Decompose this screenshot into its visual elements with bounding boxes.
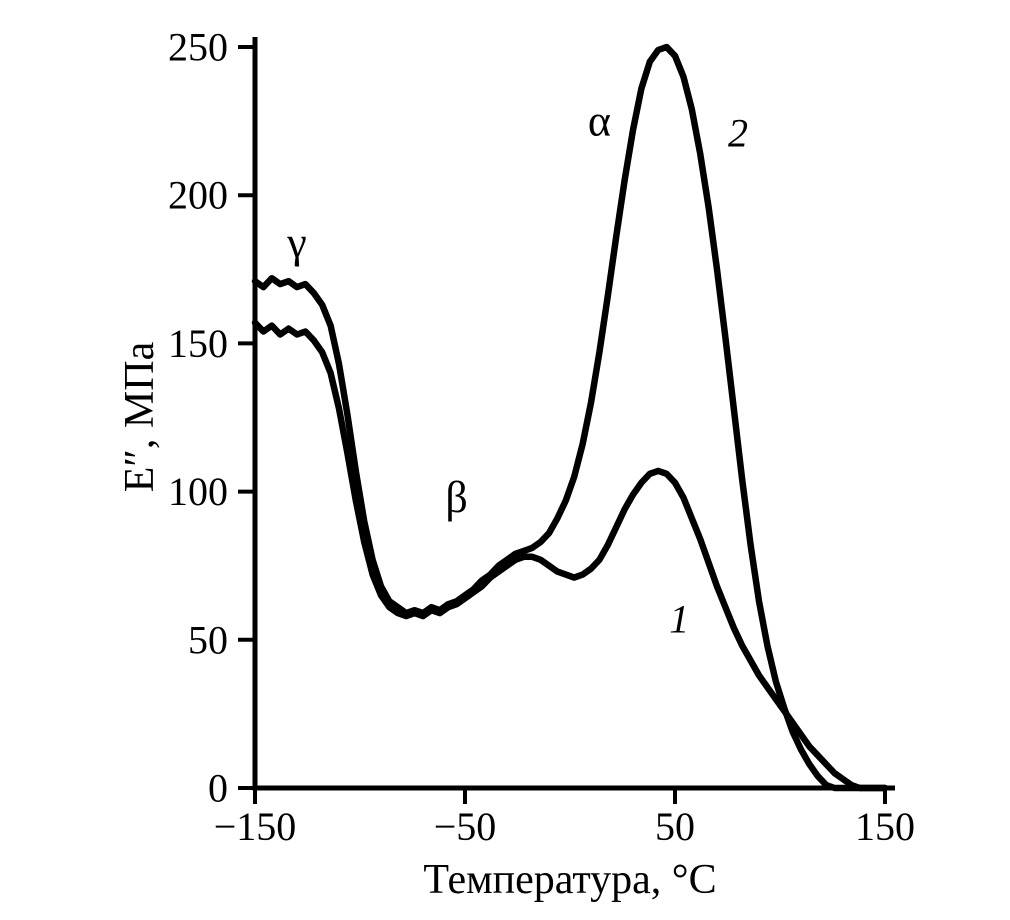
x-tick-label: −150 <box>214 804 297 849</box>
y-tick-label: 150 <box>168 321 228 366</box>
y-tick-label: 0 <box>208 766 228 811</box>
annotation-α: α <box>588 97 611 146</box>
annotation-2: 2 <box>728 110 748 155</box>
annotation-β: β <box>445 473 467 522</box>
curve-1 <box>251 319 889 792</box>
annotation-1: 1 <box>669 597 689 642</box>
y-tick-label: 100 <box>168 469 228 514</box>
y-axis-title: E″, МПа <box>117 341 163 493</box>
x-axis-title: Температура, °C <box>423 857 717 903</box>
curve-2 <box>251 43 889 792</box>
x-tick-label: 50 <box>655 804 695 849</box>
annotation-γ: γ <box>286 218 306 267</box>
y-tick-label: 250 <box>168 25 228 70</box>
y-tick-label: 200 <box>168 173 228 218</box>
x-tick-label: 150 <box>855 804 915 849</box>
y-tick-label: 50 <box>188 617 228 662</box>
x-tick-label: −50 <box>434 804 497 849</box>
